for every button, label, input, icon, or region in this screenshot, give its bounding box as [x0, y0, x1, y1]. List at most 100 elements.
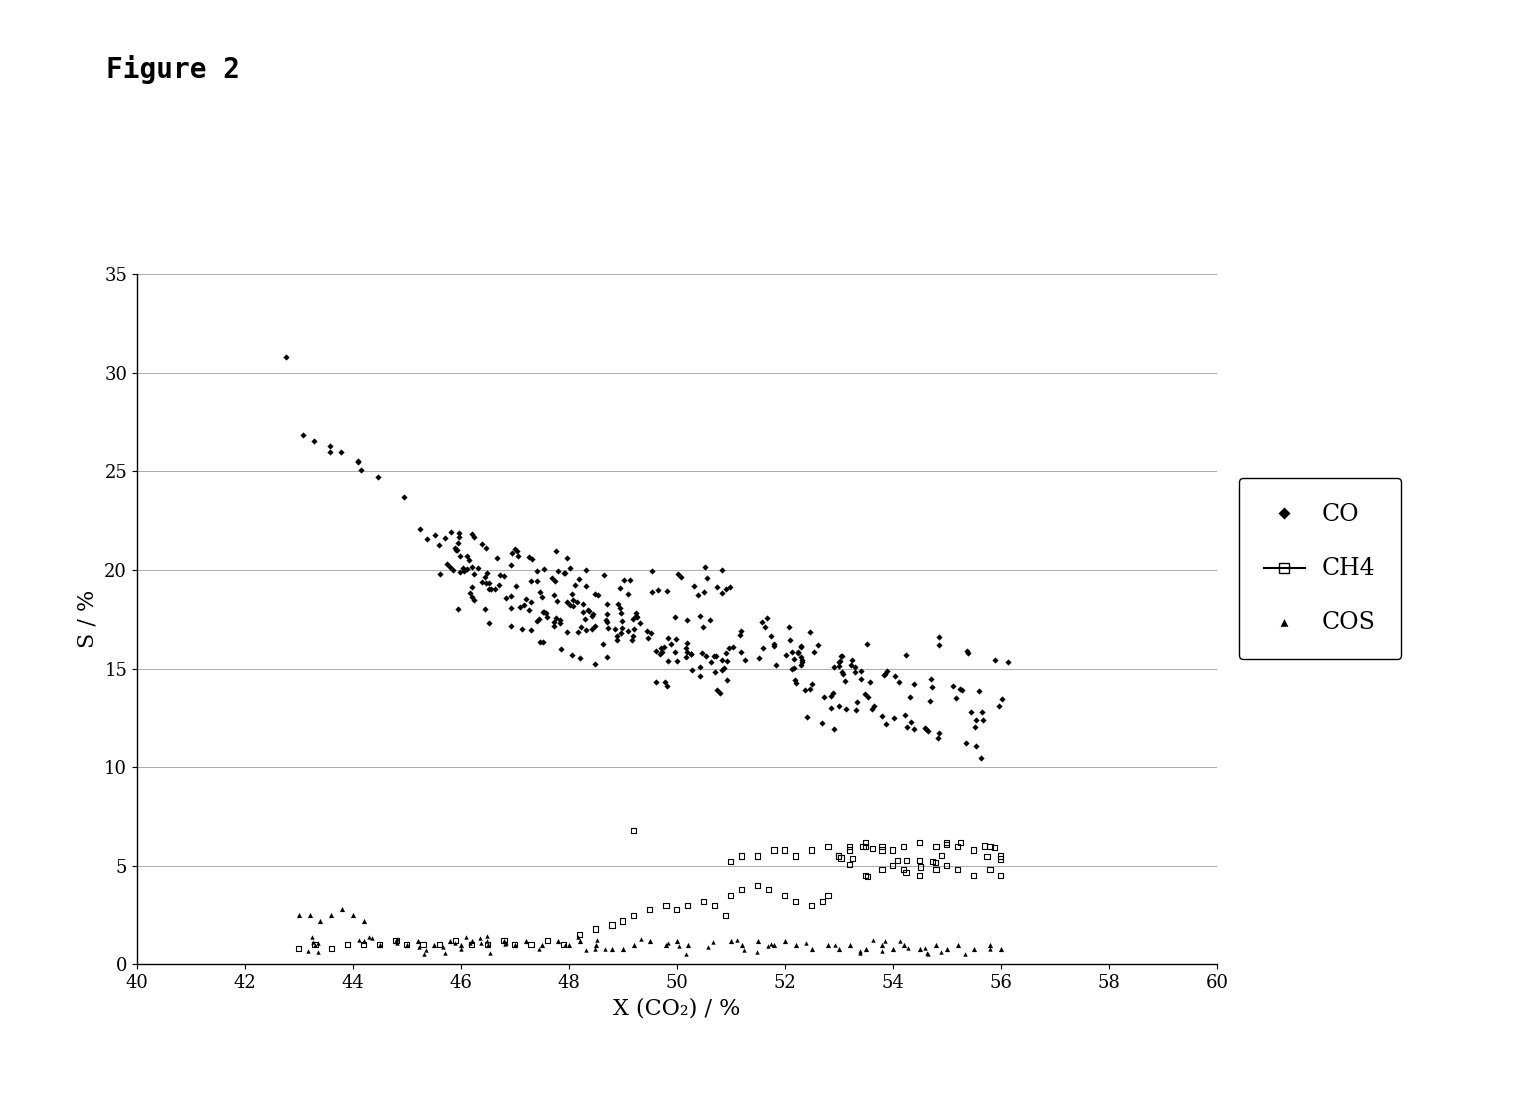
- Point: [427, 936, 452, 954]
- Point: [715, 671, 739, 688]
- Point: [605, 627, 630, 644]
- Point: [663, 643, 687, 661]
- Point: [709, 561, 733, 579]
- Point: [951, 682, 975, 699]
- Point: [555, 593, 580, 610]
- Point: [303, 936, 327, 954]
- Point: [916, 945, 940, 962]
- Point: [628, 931, 653, 948]
- Point: [665, 652, 689, 670]
- Point: [894, 647, 919, 664]
- Point: [785, 643, 809, 661]
- Point: [666, 937, 691, 955]
- Point: [421, 936, 446, 954]
- Point: [964, 711, 989, 729]
- Point: [625, 608, 649, 626]
- Point: [475, 574, 499, 592]
- Point: [674, 945, 698, 962]
- Point: [595, 595, 619, 613]
- Point: [829, 849, 853, 867]
- Point: [783, 892, 808, 910]
- Point: [596, 619, 621, 637]
- Point: [300, 927, 324, 945]
- Point: [459, 936, 484, 954]
- Point: [838, 856, 862, 874]
- Point: [750, 614, 774, 631]
- Point: [881, 842, 905, 859]
- Point: [459, 579, 484, 596]
- Point: [491, 932, 516, 949]
- Point: [872, 666, 896, 684]
- Point: [989, 940, 1013, 958]
- Point: [567, 571, 592, 589]
- Point: [853, 837, 878, 855]
- Point: [543, 573, 567, 591]
- Point: [519, 620, 543, 638]
- Point: [414, 941, 438, 959]
- Point: [934, 857, 958, 875]
- Point: [978, 940, 1002, 958]
- Point: [303, 936, 327, 954]
- Point: [729, 623, 753, 640]
- Point: [503, 578, 528, 595]
- Point: [461, 566, 485, 583]
- Point: [572, 603, 596, 620]
- Point: [843, 659, 867, 676]
- Point: [487, 576, 511, 594]
- Point: [703, 663, 727, 681]
- Point: [611, 571, 636, 589]
- Point: [989, 867, 1013, 884]
- Point: [468, 935, 493, 952]
- Point: [710, 585, 735, 603]
- Point: [762, 842, 786, 859]
- Point: [608, 604, 633, 621]
- Point: [692, 583, 716, 601]
- Point: [919, 670, 943, 687]
- Point: [654, 897, 678, 914]
- Point: [934, 833, 958, 850]
- Point: [914, 944, 938, 961]
- Point: [624, 607, 648, 625]
- Point: [621, 610, 645, 628]
- Point: [687, 607, 712, 625]
- Point: [861, 840, 885, 857]
- Point: [482, 580, 506, 597]
- Point: [797, 680, 821, 697]
- Point: [788, 657, 812, 674]
- Point: [849, 941, 873, 959]
- Point: [745, 877, 770, 894]
- Point: [978, 861, 1002, 879]
- Point: [567, 649, 592, 666]
- Point: [447, 528, 472, 546]
- Point: [385, 934, 409, 951]
- Point: [783, 674, 808, 692]
- Point: [704, 579, 729, 596]
- Point: [821, 659, 846, 676]
- Point: [656, 652, 680, 670]
- Point: [800, 675, 824, 693]
- Point: [408, 939, 432, 957]
- Point: [478, 944, 502, 961]
- Point: [514, 591, 538, 608]
- Point: [552, 564, 576, 582]
- Point: [818, 687, 843, 705]
- Point: [583, 655, 607, 673]
- Point: [843, 663, 867, 681]
- Point: [789, 652, 814, 670]
- Point: [934, 940, 958, 958]
- Point: [873, 932, 897, 949]
- Point: [505, 543, 529, 560]
- Point: [691, 644, 715, 662]
- Point: [557, 961, 581, 979]
- Point: [493, 934, 517, 951]
- Point: [330, 901, 354, 918]
- Point: [453, 928, 478, 946]
- Point: [351, 912, 376, 929]
- Point: [319, 906, 344, 924]
- Point: [902, 720, 926, 738]
- Point: [394, 936, 418, 954]
- Point: [519, 572, 543, 590]
- Point: [526, 940, 551, 958]
- Point: [861, 932, 885, 949]
- Point: [566, 928, 590, 946]
